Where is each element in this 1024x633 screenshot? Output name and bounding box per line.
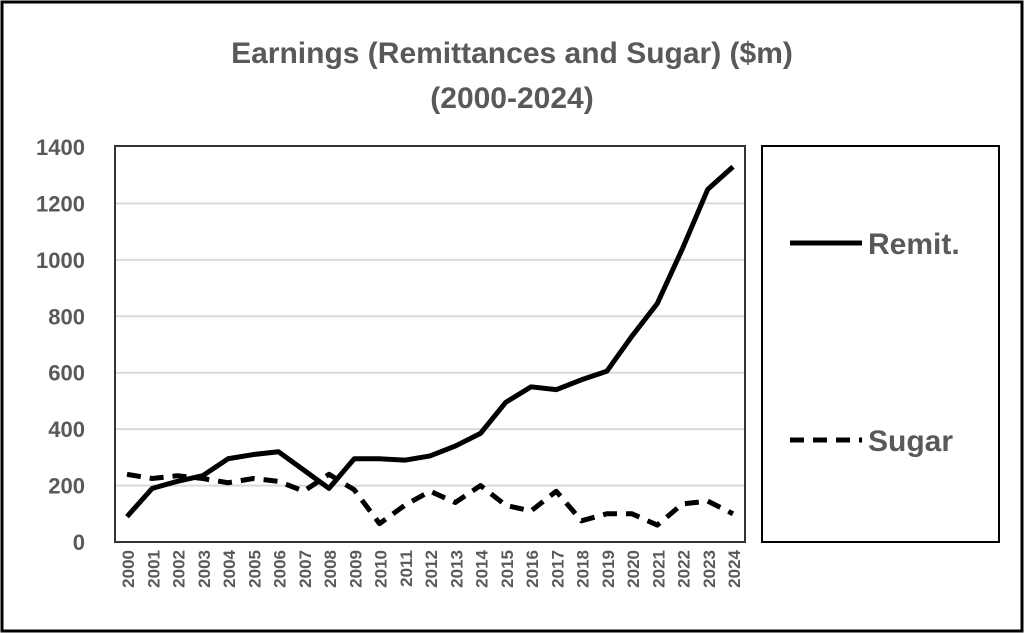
x-tick-label: 2011 (397, 550, 416, 587)
x-tick-label: 2007 (296, 550, 315, 588)
x-tick-label: 2000 (119, 550, 138, 588)
y-tick-label: 600 (48, 361, 85, 386)
y-tick-label: 200 (48, 474, 85, 499)
x-tick-label: 2019 (599, 550, 618, 588)
x-tick-label: 2003 (195, 550, 214, 588)
y-tick-label: 1000 (36, 248, 85, 273)
x-tick-label: 2015 (498, 550, 517, 588)
x-tick-label: 2006 (271, 550, 290, 588)
y-tick-label: 1400 (36, 135, 85, 160)
x-tick-label: 2012 (422, 550, 441, 588)
y-tick-label: 400 (48, 417, 85, 442)
chart-title: Earnings (Remittances and Sugar) ($m) (231, 37, 793, 70)
x-tick-label: 2001 (144, 550, 163, 588)
x-tick-label: 2021 (649, 550, 668, 588)
chart-subtitle: (2000-2024) (430, 82, 593, 115)
y-tick-label: 0 (73, 530, 85, 555)
x-tick-label: 2002 (170, 550, 189, 588)
x-tick-label: 2013 (447, 550, 466, 588)
y-tick-label: 800 (48, 304, 85, 329)
x-tick-label: 2004 (220, 549, 239, 587)
x-tick-label: 2008 (321, 550, 340, 588)
x-tick-label: 2020 (624, 550, 643, 588)
y-tick-label: 1200 (36, 191, 85, 216)
x-tick-label: 2009 (346, 550, 365, 588)
legend-box (761, 145, 1000, 543)
legend-label: Sugar (868, 425, 953, 458)
x-tick-label: 2018 (574, 550, 593, 588)
plot-area-border (114, 145, 746, 543)
x-tick-label: 2016 (523, 550, 542, 588)
x-tick-label: 2022 (675, 550, 694, 588)
x-tick-label: 2010 (372, 550, 391, 588)
x-tick-label: 2023 (700, 550, 719, 588)
x-tick-label: 2014 (473, 549, 492, 587)
legend-label: Remit. (868, 228, 960, 261)
x-tick-label: 2024 (725, 549, 744, 587)
x-tick-label: 2005 (245, 550, 264, 588)
x-tick-label: 2017 (548, 550, 567, 588)
